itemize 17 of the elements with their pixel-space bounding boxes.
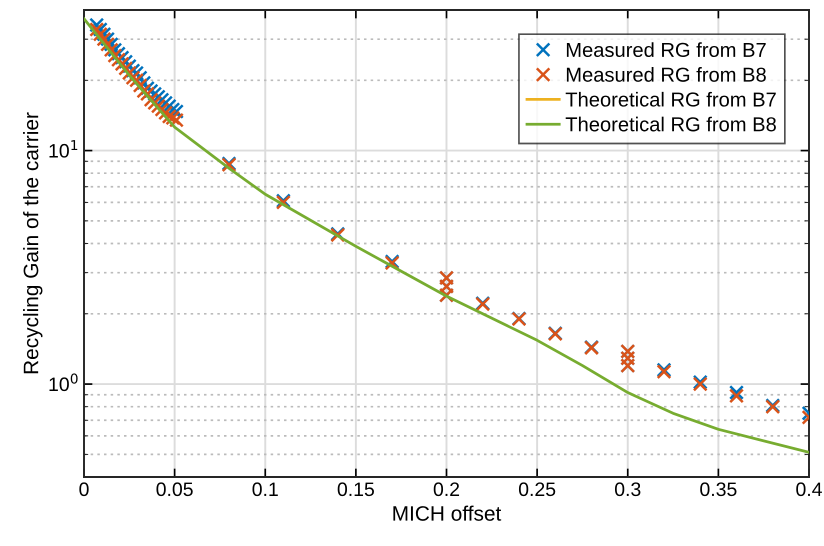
- legend-label: Measured RG from B8: [566, 67, 766, 82]
- x-tick-label: 0.3: [614, 482, 640, 496]
- y-tick-label: 10$^{1}$: [50, 140, 78, 158]
- x-tick-label: 0.05: [156, 482, 193, 496]
- x-tick-label: 0.15: [338, 482, 374, 496]
- legend-label: Theoretical RG from B7: [566, 92, 776, 107]
- x-tick-label: 0.2: [434, 482, 460, 496]
- x-tick-label: 0.4: [796, 482, 822, 496]
- y-axis-title: Recycling Gain of the carrier: [23, 112, 42, 374]
- x-tick-label: 0.25: [518, 482, 556, 496]
- legend-label: Theoretical RG from B8: [566, 116, 776, 132]
- legend-label: Measured RG from B7: [566, 42, 766, 58]
- x-tick-label: 0.35: [700, 482, 736, 496]
- x-tick-label: 0: [79, 482, 89, 496]
- x-tick-label: 0.1: [252, 482, 278, 496]
- y-tick-label: 10$^{0}$: [50, 373, 78, 392]
- x-axis-title: MICH offset: [393, 506, 502, 521]
